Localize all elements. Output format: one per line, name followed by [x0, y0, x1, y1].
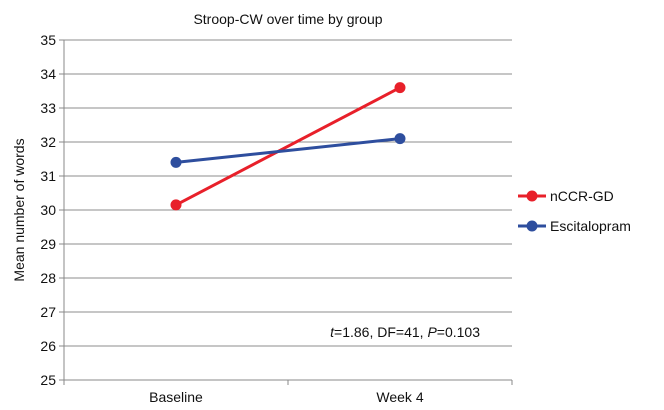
- t-label: t: [330, 324, 335, 340]
- y-tick-label: 28: [40, 270, 56, 286]
- p-label: P: [427, 324, 437, 340]
- series-line: [175, 137, 401, 164]
- series-group: [170, 82, 406, 211]
- y-axis-ticks: 25 26 27 28 29 30 31 32 33 34 35: [40, 32, 64, 388]
- y-tick-label: 26: [40, 338, 56, 354]
- t-value: =1.86, DF=41,: [334, 324, 427, 340]
- y-tick-label: 25: [40, 372, 56, 388]
- legend-swatch-marker: [526, 220, 538, 232]
- legend-swatch-marker: [526, 190, 538, 202]
- grid-lines: [64, 39, 512, 347]
- stats-annotation: t=1.86, DF=41, P=0.103: [330, 324, 480, 340]
- data-point: [170, 199, 182, 211]
- y-axis-title: Mean number of words: [11, 138, 27, 281]
- p-value: =0.103: [437, 324, 480, 340]
- y-tick-label: 29: [40, 236, 56, 252]
- data-point: [394, 133, 406, 145]
- x-tick-label: Baseline: [149, 389, 203, 405]
- chart-title: Stroop-CW over time by group: [193, 11, 382, 27]
- legend-label: Escitalopram: [550, 218, 631, 234]
- series-line: [175, 86, 401, 207]
- y-tick-label: 32: [40, 134, 56, 150]
- legend: nCCR-GD Escitalopram: [518, 188, 631, 234]
- x-tick-label: Week 4: [376, 389, 423, 405]
- y-tick-label: 30: [40, 202, 56, 218]
- y-tick-label: 31: [40, 168, 56, 184]
- x-axis-ticks: Baseline Week 4: [63, 380, 513, 405]
- data-point: [170, 156, 182, 168]
- data-point: [394, 82, 406, 94]
- y-tick-label: 35: [40, 32, 56, 48]
- legend-label: nCCR-GD: [550, 188, 614, 204]
- y-tick-label: 27: [40, 304, 56, 320]
- y-tick-label: 34: [40, 66, 56, 82]
- y-tick-label: 33: [40, 100, 56, 116]
